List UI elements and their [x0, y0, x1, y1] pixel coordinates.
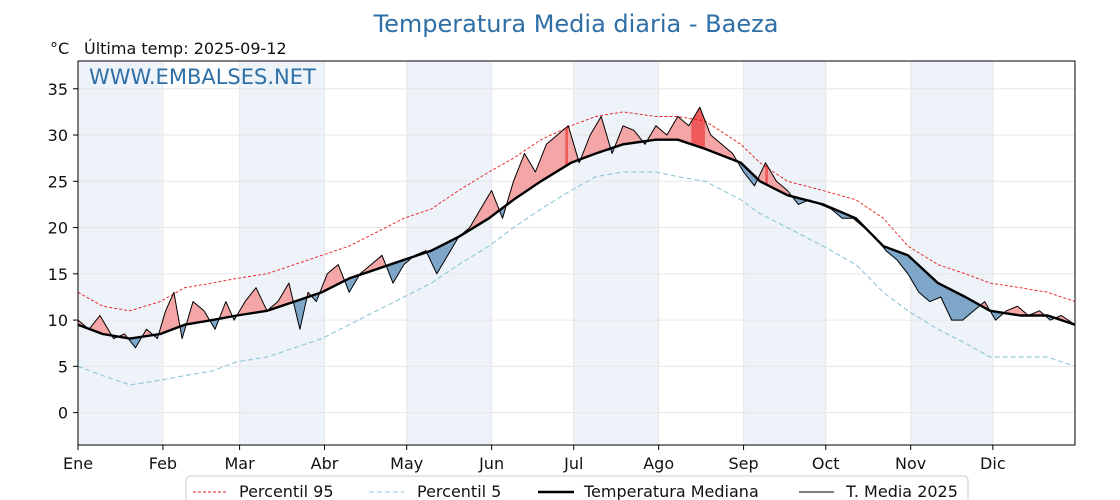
- y-tick-label: 15: [48, 265, 68, 284]
- anomaly-fill-above: [192, 300, 197, 324]
- anomaly-fill-above: [559, 129, 564, 171]
- x-tick-label: Jul: [563, 454, 583, 473]
- legend-label-t2025: T. Media 2025: [845, 482, 958, 500]
- anomaly-fill-below: [924, 269, 928, 300]
- anomaly-fill-above: [680, 118, 684, 142]
- month-band: [239, 61, 325, 445]
- anomaly-fill-above: [195, 303, 199, 324]
- anomaly-fill-above: [329, 268, 334, 289]
- legend: Percentil 95 Percentil 5 Temperatura Med…: [185, 475, 969, 500]
- anomaly-fill-above: [685, 122, 690, 144]
- anomaly-fill-below: [926, 272, 931, 303]
- x-tick-label: Feb: [149, 454, 177, 473]
- anomaly-fill-above: [546, 141, 550, 179]
- anomaly-fill-above: [693, 110, 698, 147]
- anomaly-fill-above: [562, 127, 566, 169]
- anomaly-fill-below: [954, 290, 958, 321]
- x-tick-label: May: [390, 454, 423, 473]
- y-axis-unit-label: °C: [50, 39, 69, 58]
- anomaly-fill-above: [625, 126, 629, 145]
- anomaly-fill-above: [696, 106, 701, 148]
- x-tick-label: Sep: [729, 454, 759, 473]
- y-tick-label: 0: [58, 404, 68, 423]
- month-bands: [78, 61, 993, 445]
- x-tick-label: Oct: [812, 454, 840, 473]
- x-tick-label: Jun: [478, 454, 504, 473]
- anomaly-fill-above: [683, 120, 687, 143]
- anomaly-fill-above: [628, 127, 632, 144]
- anomaly-fill-above: [335, 263, 339, 286]
- anomaly-fill-below: [956, 292, 961, 321]
- anomaly-fill-above: [551, 136, 555, 176]
- plot-frame: [77, 60, 1076, 446]
- y-axis-ticks: 0 5 10 15 20 25 30 35: [48, 80, 78, 423]
- anomaly-fill-below: [965, 296, 969, 319]
- anomaly-fill-below: [918, 264, 922, 296]
- watermark-text: WWW.EMBALSES.NET: [89, 65, 316, 89]
- anomaly-fill-above: [524, 152, 528, 193]
- legend-label-median: Temperatura Mediana: [583, 482, 759, 500]
- anomaly-fill-above: [622, 125, 627, 145]
- y-tick-label: 25: [48, 172, 68, 191]
- anomaly-fill-below: [951, 289, 955, 321]
- anomaly-fill-below: [929, 274, 933, 303]
- month-band: [910, 61, 993, 445]
- month-band: [743, 61, 826, 445]
- anomaly-fill-above: [554, 134, 558, 174]
- y-tick-label: 5: [58, 357, 68, 376]
- anomaly-fill-above: [598, 115, 602, 154]
- x-tick-label: Mar: [225, 454, 256, 473]
- anomaly-fill-above: [677, 115, 681, 141]
- last-temp-label: Última temp: 2025-09-12: [84, 39, 287, 58]
- series-line-t2025: [77, 106, 1076, 349]
- chart-title: Temperatura Media diaria - Baeza: [373, 10, 779, 38]
- series-lines: [77, 106, 1076, 386]
- series-line-p5: [77, 171, 1076, 386]
- y-tick-label: 35: [48, 80, 68, 99]
- x-tick-label: Abr: [311, 454, 339, 473]
- anomaly-fill-above: [548, 139, 553, 177]
- legend-label-p5: Percentil 5: [417, 482, 501, 500]
- anomaly-fill-above: [252, 286, 257, 314]
- x-tick-label: Nov: [895, 454, 926, 473]
- anomaly-fill-below: [959, 293, 964, 321]
- anomaly-fill-below: [962, 295, 966, 321]
- x-tick-label: Ene: [63, 454, 93, 473]
- anomaly-fill-above: [557, 132, 561, 172]
- anomaly-fill-above: [565, 125, 569, 167]
- y-tick-label: 20: [48, 219, 68, 238]
- anomaly-fill-above: [630, 128, 635, 144]
- legend-box: [185, 475, 969, 500]
- anomaly-fill-below: [921, 267, 925, 298]
- anomaly-fill-above: [332, 266, 336, 288]
- x-tick-label: Ago: [643, 454, 674, 473]
- y-tick-label: 10: [48, 311, 68, 330]
- month-band: [573, 61, 659, 445]
- x-axis-ticks: Ene Feb Mar Abr May Jun Jul Ago Sep Oct Nov Dic: [63, 445, 1006, 473]
- x-tick-label: Dic: [980, 454, 1006, 473]
- y-tick-label: 30: [48, 126, 68, 145]
- legend-label-p95: Percentil 95: [239, 482, 334, 500]
- month-band: [78, 61, 163, 445]
